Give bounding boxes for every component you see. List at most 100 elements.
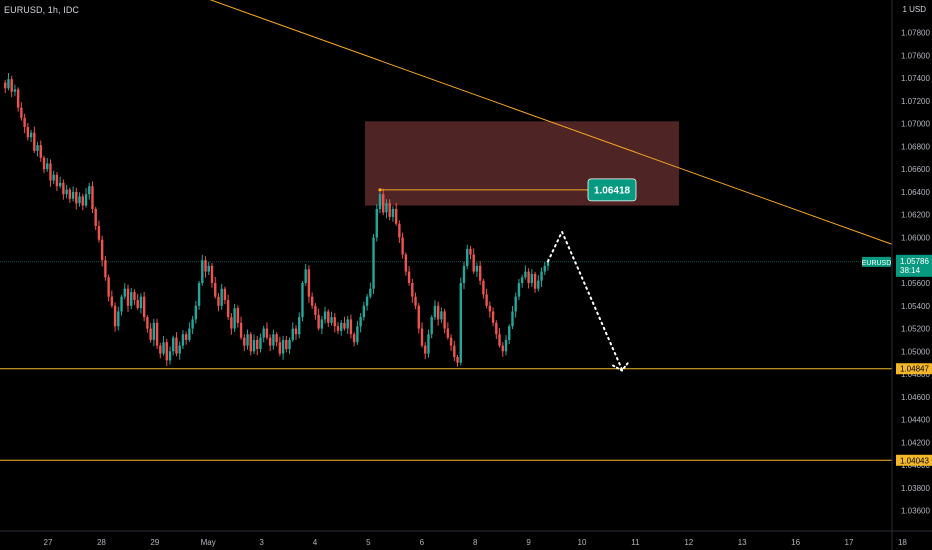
candle-body	[172, 337, 175, 352]
projected-path[interactable]	[547, 229, 623, 371]
candle-body	[100, 239, 104, 261]
candle-body	[249, 334, 252, 352]
candle-body	[236, 308, 240, 323]
candle-body	[323, 311, 327, 320]
candle-body	[259, 337, 262, 350]
candle-body	[527, 271, 530, 283]
candle-body	[533, 273, 537, 289]
candle-body	[46, 163, 49, 170]
candle-body	[168, 351, 172, 361]
candle-body	[298, 317, 301, 335]
candle-body	[117, 311, 120, 327]
y-tick-label: 1.04400	[901, 416, 930, 425]
y-tick-label: 1.04800	[901, 370, 930, 379]
annotation-label-box[interactable]	[587, 178, 637, 202]
candle-body	[291, 328, 294, 340]
x-tick-label: 6	[420, 538, 425, 547]
candle-body	[226, 300, 230, 318]
candle-body	[159, 345, 162, 354]
candle-body	[382, 194, 385, 213]
current-price-badge	[896, 254, 932, 277]
y-tick-label: 1.04200	[901, 438, 930, 447]
candle-body	[217, 296, 220, 306]
candle-body	[343, 322, 346, 329]
candle-body	[488, 305, 492, 312]
candle-body	[475, 265, 479, 272]
x-tick-label: 12	[684, 538, 693, 547]
candle-body	[340, 322, 343, 331]
candle-body	[223, 288, 227, 301]
candle-body	[152, 322, 156, 340]
candle-body	[440, 311, 443, 320]
candle-body	[126, 288, 130, 306]
candle-body	[401, 237, 404, 255]
candle-body	[188, 328, 191, 340]
candle-body	[530, 273, 534, 283]
candle-body	[262, 328, 265, 338]
candle-body	[378, 194, 382, 209]
candle-body	[420, 328, 424, 346]
x-tick-label: 9	[526, 538, 531, 547]
candle-body	[275, 334, 278, 343]
candle-body	[175, 337, 178, 354]
candle-body	[136, 300, 139, 309]
candle-body	[110, 296, 114, 306]
candle-body	[372, 237, 375, 289]
candle-body	[278, 342, 282, 354]
candle-body	[246, 334, 249, 346]
candle-body	[501, 345, 504, 352]
candle-body	[369, 288, 372, 297]
x-tick-label: 17	[845, 538, 854, 547]
candle-body	[391, 208, 395, 217]
candle-body	[272, 334, 275, 346]
x-tick-label: May	[201, 538, 216, 547]
candle-body	[517, 282, 521, 297]
candle-body	[214, 282, 217, 297]
candle-body	[508, 326, 511, 340]
candle-body	[78, 196, 81, 204]
symbol-title[interactable]: EURUSD, 1h, IDC	[4, 5, 80, 15]
y-tick-label: 1.07800	[901, 28, 930, 37]
annotation-anchor	[378, 188, 382, 192]
candle-body	[230, 317, 233, 329]
candle-body	[20, 107, 23, 118]
price-axis[interactable]: 1.07800 1.07600 1.07400 1.07200 1.07000 1.068…	[891, 0, 930, 550]
candle-body	[320, 319, 324, 329]
candle-body	[472, 254, 475, 272]
candle-body	[446, 328, 450, 338]
descending-trendline[interactable]	[200, 0, 893, 245]
candle-body	[346, 319, 349, 329]
candle-body	[453, 345, 456, 358]
candle-body	[498, 334, 501, 346]
candle-body	[97, 226, 101, 240]
currency-label[interactable]: 1 USD	[902, 5, 926, 14]
candle-body	[495, 322, 498, 335]
candle-body	[42, 157, 46, 170]
candle-body	[449, 337, 453, 346]
candle-body	[482, 280, 485, 295]
candle-body	[511, 311, 514, 327]
candle-body	[194, 305, 198, 320]
time-axis[interactable]: 27 28 29 May 3 4 5 6 8 9 10 11 12 13 16 17 18	[0, 530, 932, 547]
candle-body	[165, 342, 168, 361]
candle-body	[178, 345, 181, 354]
candle-body	[4, 82, 7, 89]
y-tick-label: 1.04600	[901, 393, 930, 402]
candle-body	[184, 334, 188, 340]
candle-body	[485, 294, 488, 306]
candle-body	[33, 132, 36, 151]
y-tick-label: 1.05200	[901, 325, 930, 334]
candle-body	[10, 79, 13, 92]
y-tick-label: 1.06000	[901, 233, 930, 242]
candle-body	[504, 339, 508, 352]
level-price-label: 1.04847	[900, 365, 929, 374]
candle-body	[39, 145, 42, 158]
candle-body	[478, 265, 482, 281]
x-tick-label: 29	[150, 538, 159, 547]
candle-body	[514, 296, 517, 312]
x-tick-label: 11	[631, 538, 640, 547]
candle-body	[349, 319, 353, 335]
y-tick-label: 1.05400	[901, 302, 930, 311]
